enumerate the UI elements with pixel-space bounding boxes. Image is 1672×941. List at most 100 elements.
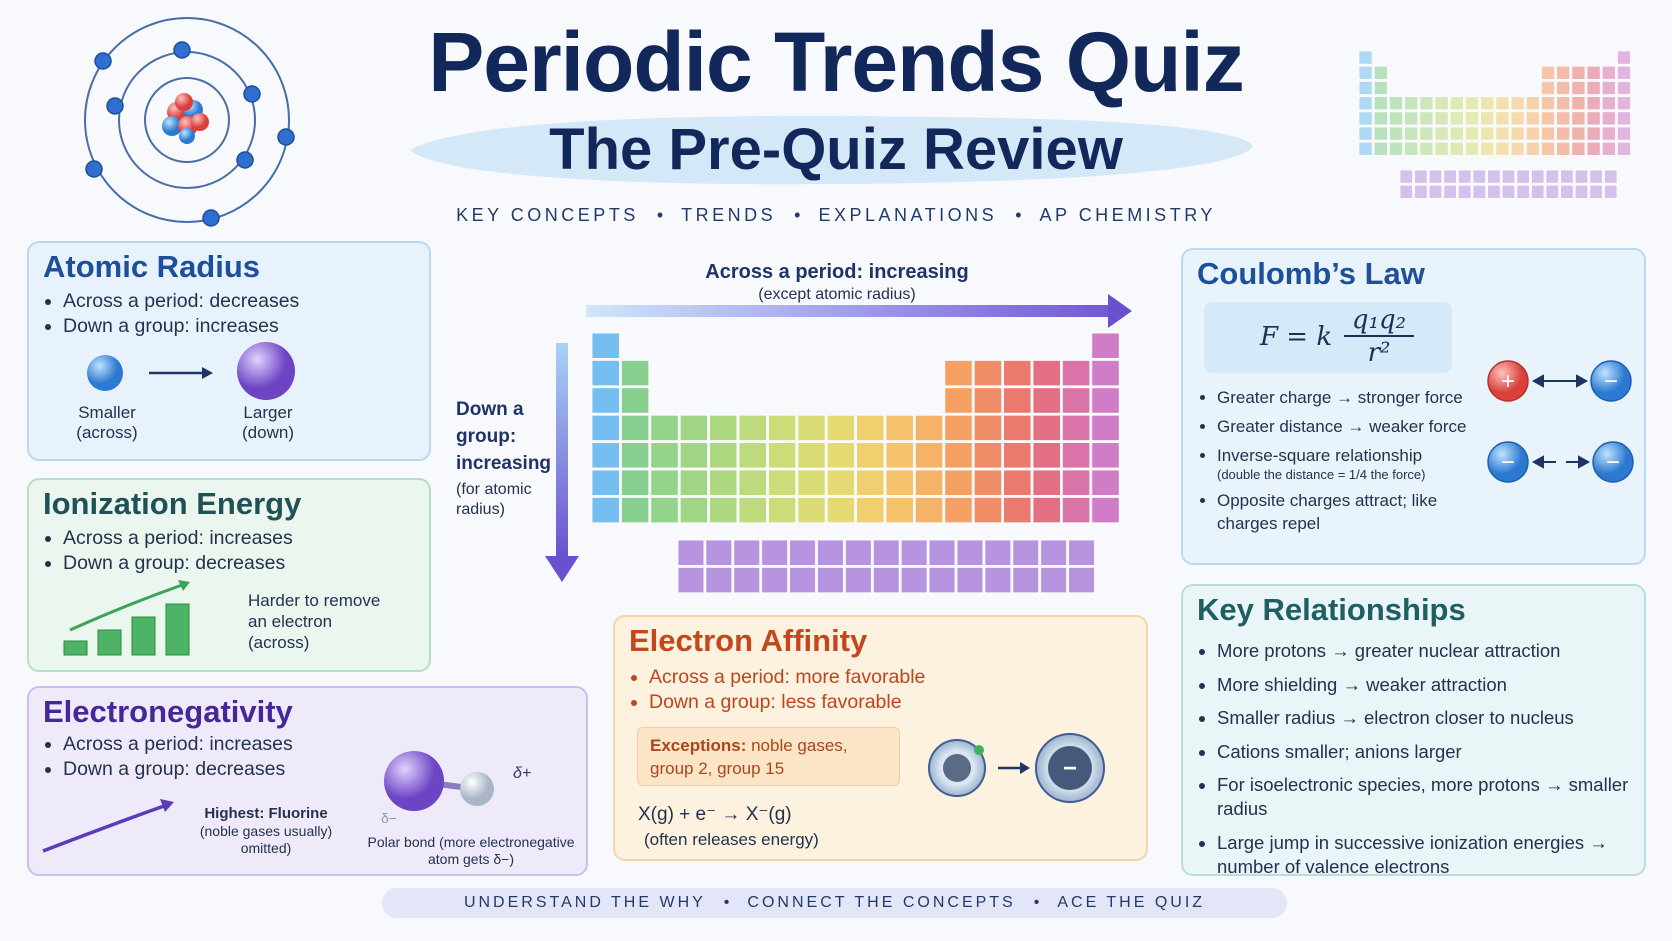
footer: UNDERSTAND THE WHYCONNECT THE CONCEPTSAC…	[382, 888, 1287, 918]
card-title: Electron Affinity	[629, 623, 868, 658]
bullet-item: More protons → greater nuclear attractio…	[1217, 639, 1657, 663]
element-cell	[1458, 184, 1472, 199]
element-cell	[1589, 184, 1603, 199]
bullet-item: More shielding → weaker attraction	[1217, 673, 1657, 697]
element-cell	[944, 387, 973, 414]
element-cell	[856, 414, 885, 442]
label-main: Smaller	[78, 403, 136, 422]
bullet-item: Across a period: increases	[63, 526, 293, 551]
tag: EXPLANATIONS	[776, 205, 997, 225]
bullet-item: Greater distance → weaker force	[1217, 415, 1487, 438]
element-cell	[973, 414, 1003, 442]
element-cell	[679, 442, 709, 469]
element-cell	[621, 414, 650, 442]
bullet-list: Across a period: increasesDown a group: …	[43, 732, 293, 782]
element-cell	[915, 414, 944, 442]
element-cell	[1091, 387, 1120, 414]
element-cell	[973, 469, 1003, 496]
element-cell	[1003, 387, 1032, 414]
element-cell	[1062, 414, 1091, 442]
note-line: omitted)	[240, 840, 292, 856]
element-cell	[733, 539, 761, 566]
periodic-table	[591, 332, 1120, 594]
element-cell	[973, 496, 1003, 524]
element-cell	[1574, 184, 1589, 199]
bullet-item: Cations smaller; anions larger	[1217, 740, 1657, 764]
element-cell	[797, 469, 826, 496]
element-cell	[1003, 469, 1032, 496]
element-cell	[1399, 184, 1414, 199]
bullet-item: Down a group: decreases	[63, 757, 293, 782]
element-cell	[591, 414, 620, 442]
element-cell	[1091, 442, 1120, 469]
element-cell	[621, 496, 650, 524]
bullet-item: Opposite charges attract; like charges r…	[1217, 489, 1487, 535]
element-cell	[1428, 184, 1443, 199]
footer-item: ACE THE QUIZ	[1016, 894, 1205, 911]
electron-affinity-card: Electron Affinity Across a period: more …	[613, 615, 1148, 861]
element-cell	[705, 539, 733, 566]
element-cell	[738, 442, 767, 469]
page-title: Periodic Trends Quiz	[428, 15, 1245, 109]
element-cell	[591, 496, 620, 524]
card-title: Electronegativity	[43, 694, 293, 729]
element-cell	[900, 567, 928, 594]
element-cell	[768, 496, 797, 524]
element-cell	[1032, 359, 1061, 387]
element-cell	[928, 539, 956, 566]
across-note: (except atomic radius)	[758, 286, 916, 303]
element-cell	[1091, 359, 1120, 387]
bullet-item: Across a period: decreases	[63, 289, 299, 314]
element-cell	[761, 539, 789, 566]
element-cell	[826, 414, 856, 442]
formula-lhs: F = k	[1260, 322, 1333, 352]
element-cell	[1091, 414, 1120, 442]
coulomb-card: Coulomb’s Law F = k q₁q₂ r² Greater char…	[1181, 248, 1646, 565]
label-main: Larger	[243, 403, 293, 422]
element-cell	[738, 496, 767, 524]
element-cell	[817, 567, 844, 594]
bullet-item: Down a group: increases	[63, 314, 299, 339]
element-cell	[1472, 184, 1487, 199]
size-label: Larger (down)	[218, 403, 318, 443]
down-line: group:	[456, 426, 517, 447]
footer-item: UNDERSTAND THE WHY	[463, 894, 706, 911]
bullet-list: Across a period: decreasesDown a group: …	[43, 289, 299, 339]
element-cell	[1003, 359, 1032, 387]
formula: F = k q₁q₂ r²	[1204, 302, 1452, 373]
down-line: Down a	[456, 399, 524, 420]
item-note: (double the distance = 1/4 the force)	[1217, 467, 1426, 482]
element-cell	[768, 414, 797, 442]
element-cell	[956, 539, 984, 566]
page-subtitle: The Pre-Quiz Review	[549, 117, 1123, 182]
note-line: (noble gases usually)	[199, 823, 333, 839]
element-cell	[872, 567, 900, 594]
element-cell	[621, 359, 650, 387]
label-sub: (down)	[242, 423, 294, 442]
highest-title: Highest: Fluorine	[204, 805, 328, 822]
tag-line: KEY CONCEPTSTRENDSEXPLANATIONSAP CHEMIST…	[0, 205, 1672, 226]
element-cell	[650, 442, 679, 469]
exceptions-text: noble gases, group 2, group 15	[650, 736, 848, 778]
label-sub: (across)	[76, 423, 138, 442]
element-cell	[709, 496, 738, 524]
down-note: (for atomic radius)	[456, 480, 532, 520]
element-cell	[856, 496, 885, 524]
arrowhead	[545, 556, 579, 582]
note-line: radius)	[456, 501, 505, 518]
element-cell	[621, 442, 650, 469]
element-cell	[1068, 539, 1095, 566]
element-cell	[1012, 539, 1040, 566]
element-cell	[621, 469, 650, 496]
element-cell	[1068, 567, 1095, 594]
element-cell	[1414, 184, 1428, 199]
bullet-list: More protons → greater nuclear attractio…	[1197, 639, 1657, 888]
across-label: Across a period: increasing	[705, 261, 969, 283]
bullet-item: Large jump in successive ionization ener…	[1217, 831, 1657, 879]
element-cell	[761, 567, 789, 594]
ionization-energy-card: Ionization Energy Across a period: incre…	[27, 478, 431, 672]
formula-numerator: q₁q₂	[1344, 305, 1414, 337]
element-cell	[826, 496, 856, 524]
across-caption: Across a period: increasing (except atom…	[540, 261, 1134, 304]
polar-note: Polar bond (more electronegative atom get…	[341, 834, 601, 868]
